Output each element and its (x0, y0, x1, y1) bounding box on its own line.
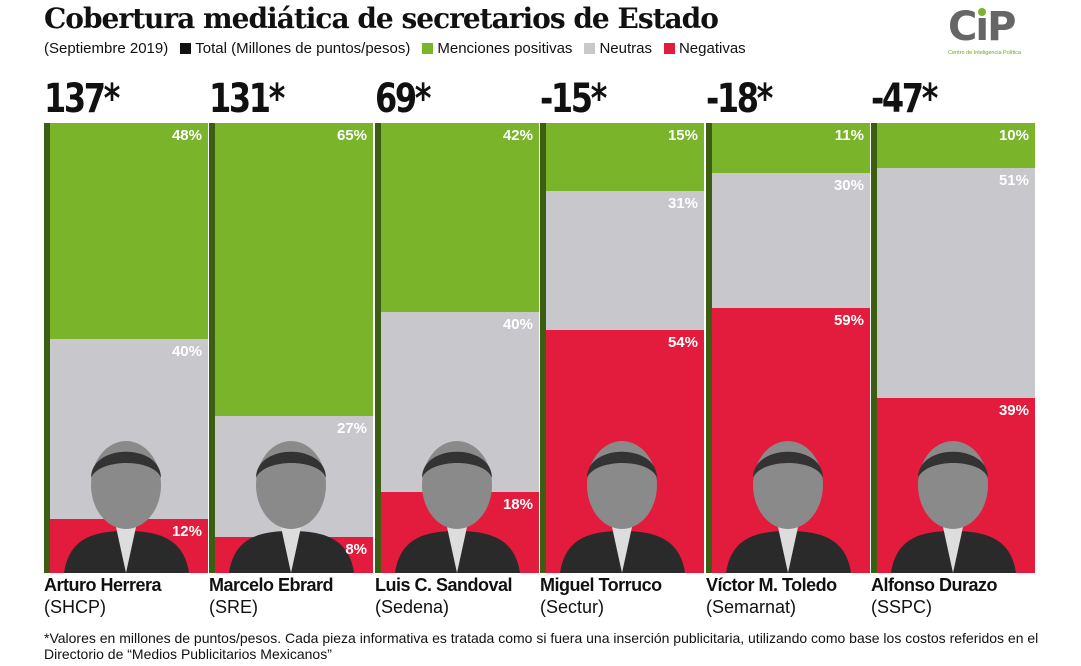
bar-column: 42% 40% 18% (375, 123, 539, 573)
legend-swatch (663, 43, 675, 54)
category-name: Arturo Herrera (44, 575, 162, 595)
bar-column: 48% 40% 12% (44, 123, 208, 573)
footnote: *Valores en millones de puntos/pesos. Ca… (44, 630, 1039, 662)
category-name: Miguel Torruco (540, 575, 662, 595)
bar-segment-positive (209, 123, 373, 416)
bar-stripe (375, 123, 381, 573)
data-label: 54% (667, 334, 698, 351)
data-label: 18% (502, 496, 533, 513)
portrait-photo (395, 441, 520, 573)
data-label: 30% (833, 176, 864, 194)
portrait-photo (726, 441, 851, 573)
portrait-photo (891, 441, 1016, 573)
legend: (Septiembre 2019) Total (Millones de pun… (44, 40, 746, 57)
data-label: 11% (834, 127, 864, 144)
category-department: (SRE) (209, 597, 258, 617)
bar-column: 10% 51% 39% (871, 123, 1035, 573)
bar-column: 15% 31% 54% (540, 123, 704, 573)
data-label: 27% (336, 419, 367, 437)
portrait-photo (64, 441, 189, 573)
bar-segment-positive (375, 123, 539, 312)
bar-segment-positive (44, 123, 208, 339)
category-department: (Semarnat) (706, 597, 797, 617)
legend-item-total: Total (Millones de puntos/pesos) (180, 40, 410, 57)
bar-segment-neutral (706, 172, 870, 308)
total-label: 137* (44, 76, 120, 122)
data-label: 10% (998, 127, 1029, 144)
data-label: 42% (502, 127, 533, 144)
total-label: -18* (706, 76, 773, 122)
data-label: 39% (998, 401, 1029, 419)
category-department: (Sectur) (540, 597, 605, 617)
category-department: (SHCP) (44, 597, 106, 617)
category-name: Luis C. Sandoval (375, 575, 513, 595)
legend-item-negative: Negativas (663, 40, 746, 57)
bar-column: 65% 27% 8% (209, 123, 373, 573)
bar-segment-positive (871, 123, 1035, 168)
bar-column: 11% 30% 59% (706, 123, 870, 573)
data-label: 59% (833, 311, 864, 329)
bar-stripe (44, 123, 50, 573)
data-label: 8% (345, 541, 367, 558)
category-name: Víctor M. Toledo (706, 575, 837, 595)
total-label: -47* (871, 76, 938, 122)
total-label: 69* (375, 76, 431, 122)
bar-stripe (706, 123, 712, 573)
category-department: (Sedena) (375, 597, 450, 617)
category-department: (SSPC) (871, 597, 933, 617)
data-label: 12% (171, 523, 202, 540)
portrait-photo (560, 441, 685, 573)
category-name: Marcelo Ebrard (209, 575, 334, 595)
chart-title: Cobertura mediática de secretarios de Es… (44, 2, 719, 35)
bar-stripe (871, 123, 877, 573)
legend-swatch (180, 43, 192, 54)
legend-item-neutral: Neutras (584, 40, 652, 57)
bar-segment-positive (706, 123, 870, 173)
data-label: 15% (667, 127, 698, 144)
bar-stripe (209, 123, 215, 573)
total-label: -15* (540, 76, 607, 122)
data-label: 40% (171, 343, 202, 360)
cip-logo: Cı P Centro de Inteligencia Política (948, 4, 1022, 56)
legend-swatch (584, 43, 596, 54)
data-label: 48% (171, 127, 202, 144)
bar-segment-neutral (871, 168, 1035, 398)
data-label: 31% (667, 194, 698, 212)
legend-swatch (422, 43, 434, 54)
total-label: 131* (209, 76, 285, 122)
bar-segment-neutral (540, 190, 704, 330)
legend-item-positive: Menciones positivas (422, 40, 572, 57)
bar-stripe (540, 123, 546, 573)
data-label: 51% (998, 172, 1029, 189)
data-label: 40% (502, 316, 533, 333)
bar-segment-positive (540, 123, 704, 191)
portrait-photo (229, 441, 354, 573)
data-label: 65% (336, 127, 367, 144)
subtitle: (Septiembre 2019) (44, 40, 169, 57)
category-name: Alfonso Durazo (871, 575, 998, 595)
